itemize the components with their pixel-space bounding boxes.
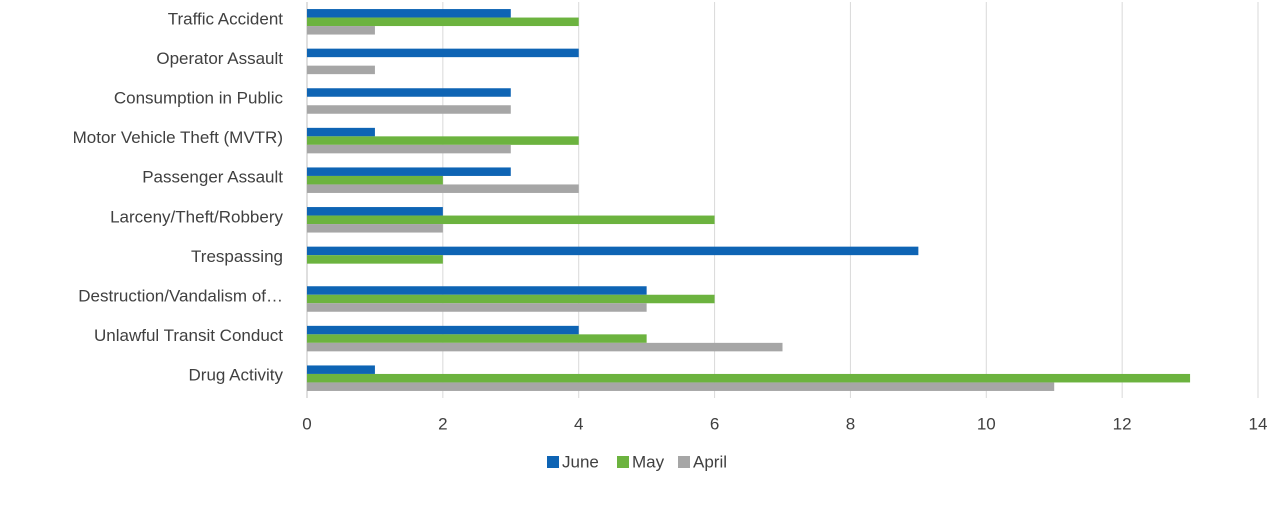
bar <box>307 65 375 75</box>
bar <box>307 17 579 27</box>
bar <box>307 255 443 264</box>
y-tick-label: Consumption in Public <box>114 88 284 107</box>
bar <box>307 334 647 343</box>
legend-swatch <box>547 456 559 468</box>
legend-swatch <box>617 456 629 468</box>
bar <box>307 207 443 216</box>
x-tick-label: 12 <box>1113 414 1132 433</box>
y-tick-label: Passenger Assault <box>142 168 283 187</box>
bar <box>307 382 1055 391</box>
x-tick-label: 6 <box>710 414 719 433</box>
x-tick-label: 10 <box>977 414 996 433</box>
y-tick-label: Larceny/Theft/Robbery <box>110 207 283 226</box>
bar <box>307 224 443 233</box>
bar <box>307 48 579 58</box>
legend-label: June <box>562 452 599 471</box>
legend-label: April <box>693 452 727 471</box>
bar <box>307 136 579 145</box>
bar <box>307 342 783 352</box>
x-tick-label: 0 <box>302 414 311 433</box>
x-tick-label: 4 <box>574 414 583 433</box>
legend-label: May <box>632 452 665 471</box>
y-tick-label: Trespassing <box>191 247 283 266</box>
bar <box>307 105 511 114</box>
y-tick-label: Motor Vehicle Theft (MVTR) <box>73 128 283 147</box>
x-tick-label: 8 <box>846 414 855 433</box>
y-tick-label: Operator Assault <box>156 49 283 68</box>
y-tick-label: Traffic Accident <box>168 9 284 28</box>
bar <box>307 303 647 312</box>
legend-swatch <box>678 456 690 468</box>
bar <box>307 9 511 18</box>
bar <box>307 184 579 193</box>
bar <box>307 373 1191 383</box>
bar <box>307 294 715 304</box>
bar <box>307 127 375 137</box>
x-tick-label: 14 <box>1249 414 1268 433</box>
bar <box>307 144 511 154</box>
bar <box>307 88 511 97</box>
y-tick-label: Drug Activity <box>189 366 284 385</box>
bar <box>307 167 511 176</box>
y-tick-label: Destruction/Vandalism of… <box>78 286 283 305</box>
bar <box>307 286 647 295</box>
bar <box>307 365 375 374</box>
bar <box>307 325 579 335</box>
x-tick-label: 2 <box>438 414 447 433</box>
bar <box>307 175 443 185</box>
bar <box>307 246 919 256</box>
y-tick-label: Unlawful Transit Conduct <box>94 326 283 345</box>
bar <box>307 215 715 225</box>
bar <box>307 26 375 35</box>
